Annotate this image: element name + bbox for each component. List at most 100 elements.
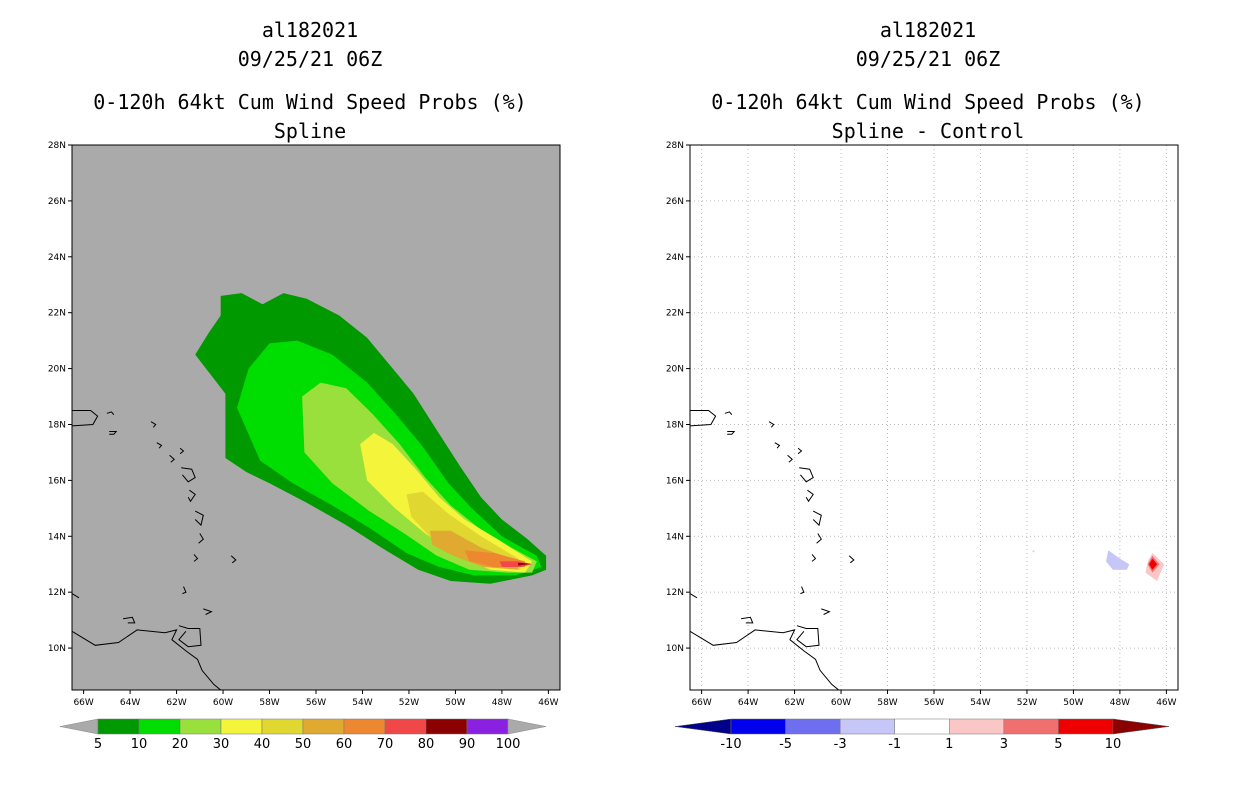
right-contour-band--1-0 [1106, 550, 1130, 570]
left-y-tick-label: 10N [48, 644, 66, 654]
left-colorbar-under-triangle [59, 718, 99, 735]
left-colorbar-label: 60 [336, 737, 353, 752]
left-y-tick-label: 22N [48, 309, 66, 319]
left-coastline-17 [123, 616, 136, 624]
right-coastline-7 [799, 467, 814, 483]
right-datetime: 09/25/21 06Z [855, 47, 1001, 71]
left-coastline-3 [150, 421, 157, 428]
right-x-tick-label: 56W [924, 698, 944, 708]
left-contour-band-80-8 [518, 562, 531, 566]
left-y-tick-label: 26N [48, 197, 66, 207]
left-y-tick-label: 14N [48, 532, 66, 542]
right-coastline-0 [690, 410, 717, 427]
right-coastline-17 [741, 616, 754, 624]
left-x-tick-label: 52W [399, 698, 419, 708]
left-coastline-6 [179, 447, 185, 455]
right-coastline-2 [727, 431, 736, 435]
left-datetime: 09/25/21 06Z [237, 47, 383, 71]
right-x-tick-label: 46W [1156, 698, 1176, 708]
left-coastline-15 [178, 625, 202, 648]
left-colorbar-label: 50 [295, 737, 312, 752]
right-colorbar-label: -1 [888, 737, 901, 752]
right-coastline-3 [768, 421, 775, 428]
left-colorbar-label: 40 [254, 737, 271, 752]
left-coastline-10 [198, 533, 204, 544]
left-colorbar-over-triangle [507, 718, 547, 735]
right-x-tick-label: 54W [970, 698, 990, 708]
left-storm-id: al182021 [261, 18, 359, 42]
right-coastline-4 [774, 442, 781, 449]
right-colorbar: -10 -5 -3 -1 1 3 5 10 [674, 718, 1170, 752]
left-colorbar-box [138, 718, 181, 735]
left-colorbar-label: 20 [172, 737, 189, 752]
left-contour-band-30-3 [360, 432, 533, 573]
right-coastline-5 [787, 454, 793, 463]
left-y-tick-label: 20N [48, 365, 66, 375]
left-subtitle: Spline [273, 119, 347, 143]
right-y-tick-label: 28N [666, 141, 684, 151]
right-coastline-9 [812, 510, 822, 527]
left-product-title: 0-120h 64kt Cum Wind Speed Probs (%) [93, 90, 527, 114]
left-y-tick-label: 12N [48, 588, 66, 598]
left-colorbar-label: 70 [377, 737, 394, 752]
left-colorbar-label: 5 [94, 737, 102, 752]
right-x-tick-label: 48W [1110, 698, 1130, 708]
right-x-tick-label: 62W [784, 698, 804, 708]
left-colorbar: 5 10 20 30 40 50 60 70 80 90 100 [59, 718, 547, 752]
left-colorbar-label: 90 [459, 737, 476, 752]
right-x-tick-label: 64W [738, 698, 758, 708]
right-colorbar-box [1003, 718, 1059, 735]
left-coastline-12 [230, 555, 237, 564]
right-colorbar-label: -3 [834, 737, 847, 752]
right-coastline-16 [690, 629, 840, 690]
left-colorbar-box [220, 718, 263, 735]
left-coastline-1 [106, 411, 115, 416]
right-colorbar-box [1058, 718, 1114, 735]
right-colorbar-box [949, 718, 1005, 735]
left-colorbar-label: 80 [418, 737, 435, 752]
left-coastline-13 [182, 586, 187, 595]
left-x-tick-label: 66W [73, 698, 93, 708]
right-colorbar-label: 5 [1054, 737, 1062, 752]
left-colorbar-label: 30 [213, 737, 230, 752]
left-coastline-4 [156, 442, 163, 449]
right-colorbar-under-triangle [674, 718, 732, 735]
left-coastline-5 [169, 454, 175, 463]
right-y-tick-label: 20N [666, 365, 684, 375]
left-x-tick-label: 56W [306, 698, 326, 708]
right-y-tick-label: 18N [666, 420, 684, 430]
left-coastline-11 [193, 554, 199, 562]
left-coastline-14 [203, 608, 213, 615]
left-colorbar-box [179, 718, 222, 735]
right-map-layer [690, 145, 1178, 690]
left-x-tick-label: 54W [352, 698, 372, 708]
left-x-tick-label: 62W [166, 698, 186, 708]
right-coastline-11 [811, 554, 817, 562]
left-x-tick-label: 60W [213, 698, 233, 708]
left-y-tick-label: 18N [48, 420, 66, 430]
right-coastline-13 [800, 586, 805, 595]
right-y-tick-label: 10N [666, 644, 684, 654]
right-y-tick-label: 22N [666, 309, 684, 319]
left-colorbar-box [97, 718, 140, 735]
right-contour-band-5-4 [1149, 558, 1158, 570]
left-coastline-8 [187, 489, 196, 503]
left-y-tick-label: 16N [48, 476, 66, 486]
left-coastline-18 [72, 593, 80, 599]
right-coastline-18 [690, 593, 698, 599]
right-y-tick-label: 12N [666, 588, 684, 598]
right-coastline-6 [797, 447, 803, 455]
right-coastline-10 [816, 533, 822, 544]
right-subtitle: Spline - Control [831, 119, 1025, 143]
right-storm-id: al182021 [879, 18, 977, 42]
left-y-tick-label: 24N [48, 253, 66, 263]
right-coastline-1 [724, 411, 733, 416]
right-x-tick-label: 60W [831, 698, 851, 708]
left-colorbar-box [261, 718, 304, 735]
right-colorbar-box [839, 718, 895, 735]
left-colorbar-box [425, 718, 468, 735]
left-colorbar-box [466, 718, 509, 735]
left-colorbar-box [302, 718, 345, 735]
right-x-tick-label: 66W [691, 698, 711, 708]
